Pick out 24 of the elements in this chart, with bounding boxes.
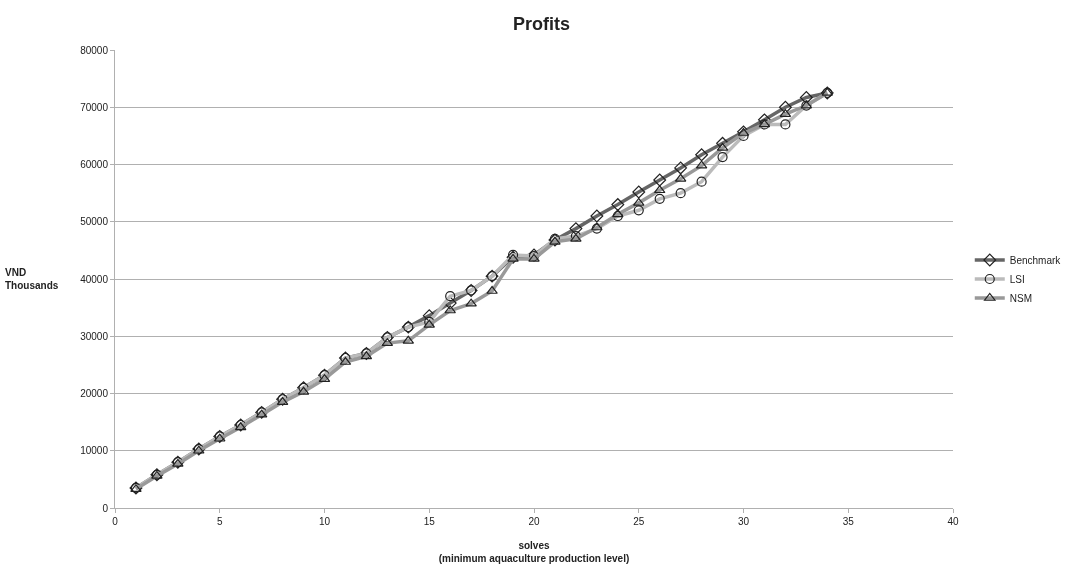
- x-axis-title: solves (minimum aquaculture production level): [438, 539, 630, 564]
- y-tick-label: 60000: [80, 159, 109, 170]
- y-tick-label: 0: [102, 502, 109, 514]
- x-tick-label: 25: [633, 516, 645, 527]
- y-tick-label: 70000: [80, 101, 109, 113]
- x-tick-label: 20: [528, 516, 540, 527]
- y-tick-label: 50000: [80, 216, 109, 228]
- y-tick-label: 20000: [80, 388, 109, 399]
- x-tick-label: 10: [318, 516, 331, 527]
- x-tick-label: 5: [216, 516, 223, 527]
- x-tick-label: 35: [842, 516, 855, 527]
- y-tick-label: 30000: [80, 330, 109, 342]
- chart-title: Profits: [512, 13, 571, 34]
- legend-label: Benchmark: [1009, 254, 1062, 266]
- x-tick-label: 0: [112, 516, 119, 527]
- legend-label: LSI: [1009, 273, 1025, 285]
- y-tick-label: 80000: [80, 44, 109, 56]
- x-tick-label: 15: [423, 516, 436, 527]
- y-tick-label: 10000: [80, 445, 109, 457]
- y-axis-title: VND Thousands: [5, 267, 59, 291]
- x-tick-label: 40: [947, 516, 959, 527]
- legend-label: NSM: [1009, 292, 1032, 304]
- x-tick-label: 30: [737, 516, 750, 527]
- y-tick-label: 40000: [80, 273, 109, 285]
